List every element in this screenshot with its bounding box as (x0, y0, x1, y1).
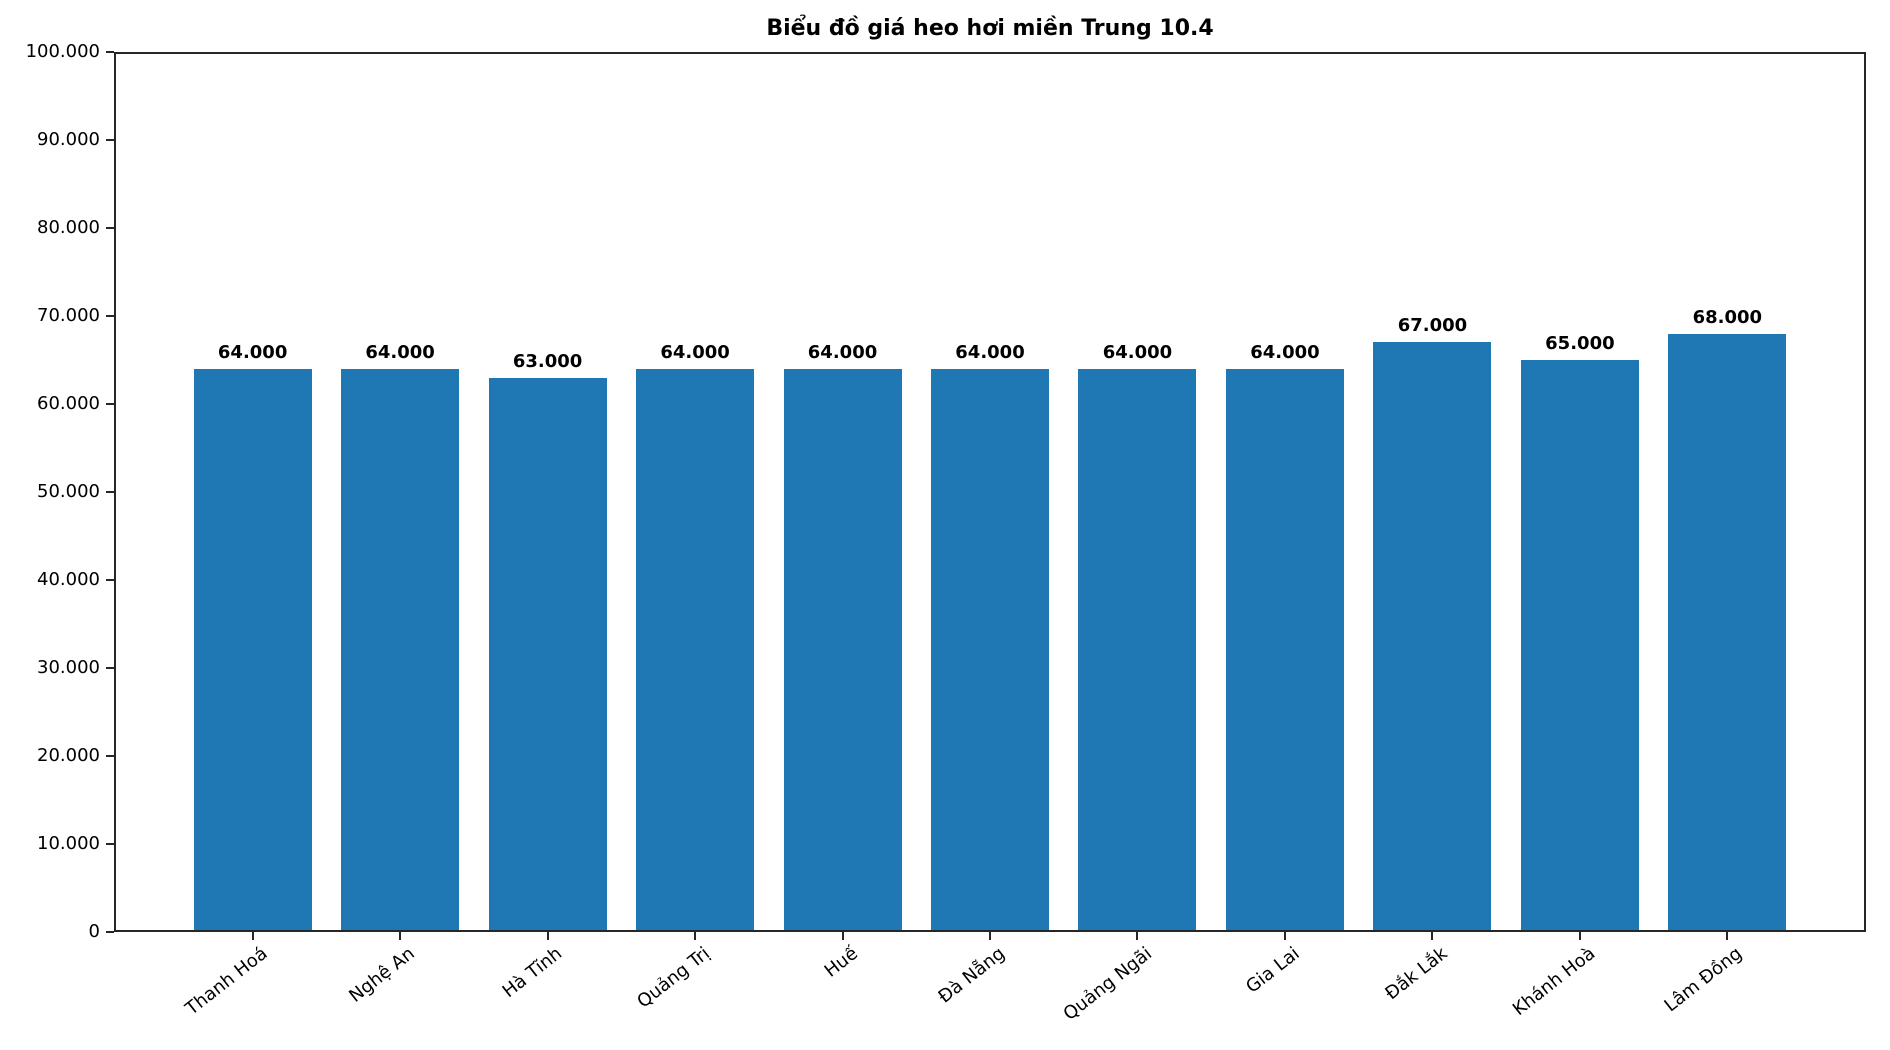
x-tick-mark (1136, 932, 1139, 940)
y-tick-mark (106, 931, 114, 933)
x-tick-label: Gia Lai (1242, 943, 1304, 998)
bar (636, 368, 755, 932)
y-tick-mark (106, 315, 114, 317)
y-tick-label: 40.000 (37, 569, 100, 590)
y-tick-label: 50.000 (37, 481, 100, 502)
bar (1668, 333, 1787, 932)
x-tick-mark (1726, 932, 1729, 940)
y-tick-label: 80.000 (37, 217, 100, 238)
x-tick-mark (694, 932, 697, 940)
bar-value-label: 64.000 (1250, 341, 1320, 363)
y-tick-mark (106, 403, 114, 405)
x-tick-mark (1431, 932, 1434, 940)
bar-value-label: 64.000 (365, 341, 435, 363)
bar-value-label: 65.000 (1545, 333, 1615, 354)
x-tick-label: Thanh Hoá (181, 943, 272, 1020)
bar (783, 368, 902, 932)
bar-value-label: 64.000 (1102, 341, 1173, 363)
y-tick-label: 0 (88, 921, 100, 942)
y-tick-label: 20.000 (37, 745, 100, 766)
bar-value-label: 64.000 (955, 341, 1025, 363)
bar (1225, 368, 1344, 932)
x-tick-mark (1578, 932, 1581, 940)
x-tick-label: Quảng Trị (633, 943, 714, 1013)
bar (341, 368, 460, 932)
x-tick-label: Quảng Ngãi (1059, 943, 1157, 1025)
x-tick-mark (399, 932, 402, 940)
x-tick-label: Đắk Lắk (1381, 943, 1452, 1005)
bar-value-label: 64.000 (217, 341, 288, 363)
y-tick-mark (106, 579, 114, 581)
x-tick-label: Lâm Đồng (1660, 943, 1747, 1017)
x-tick-mark (1283, 932, 1286, 940)
bar-value-label: 64.000 (807, 341, 878, 363)
x-tick-mark (546, 932, 549, 940)
x-tick-label: Khánh Hoà (1508, 943, 1599, 1021)
x-tick-label: Nghệ An (345, 943, 420, 1007)
x-tick-mark (841, 932, 844, 940)
y-tick-mark (106, 491, 114, 493)
y-tick-label: 90.000 (37, 129, 100, 150)
y-tick-label: 70.000 (37, 305, 100, 326)
bar (931, 368, 1049, 932)
bar-value-label: 63.000 (512, 350, 583, 372)
chart-title: Biểu đồ giá heo hơi miền Trung 10.4 (766, 16, 1214, 41)
y-tick-mark (106, 667, 114, 669)
bar (1078, 368, 1197, 932)
y-tick-label: 10.000 (37, 833, 100, 854)
bar-value-label: 67.000 (1397, 315, 1468, 337)
bar (1373, 342, 1492, 932)
y-tick-label: 60.000 (37, 393, 100, 414)
x-tick-label: Đà Nẵng (934, 943, 1009, 1008)
bar (488, 377, 607, 932)
x-tick-label: Huế (820, 943, 862, 982)
x-tick-mark (989, 932, 991, 940)
bar (1520, 360, 1639, 932)
y-tick-label: 100.000 (25, 41, 100, 62)
bar-value-label: 64.000 (660, 341, 730, 363)
x-tick-mark (251, 932, 254, 940)
y-tick-mark (106, 227, 114, 229)
x-tick-label: Hà Tĩnh (499, 943, 567, 1003)
bar (193, 368, 312, 932)
y-tick-label: 30.000 (37, 657, 100, 678)
y-tick-mark (106, 755, 114, 757)
y-tick-mark (106, 139, 114, 141)
y-tick-mark (106, 51, 114, 53)
y-tick-mark (106, 843, 114, 845)
bar-value-label: 68.000 (1692, 306, 1763, 328)
